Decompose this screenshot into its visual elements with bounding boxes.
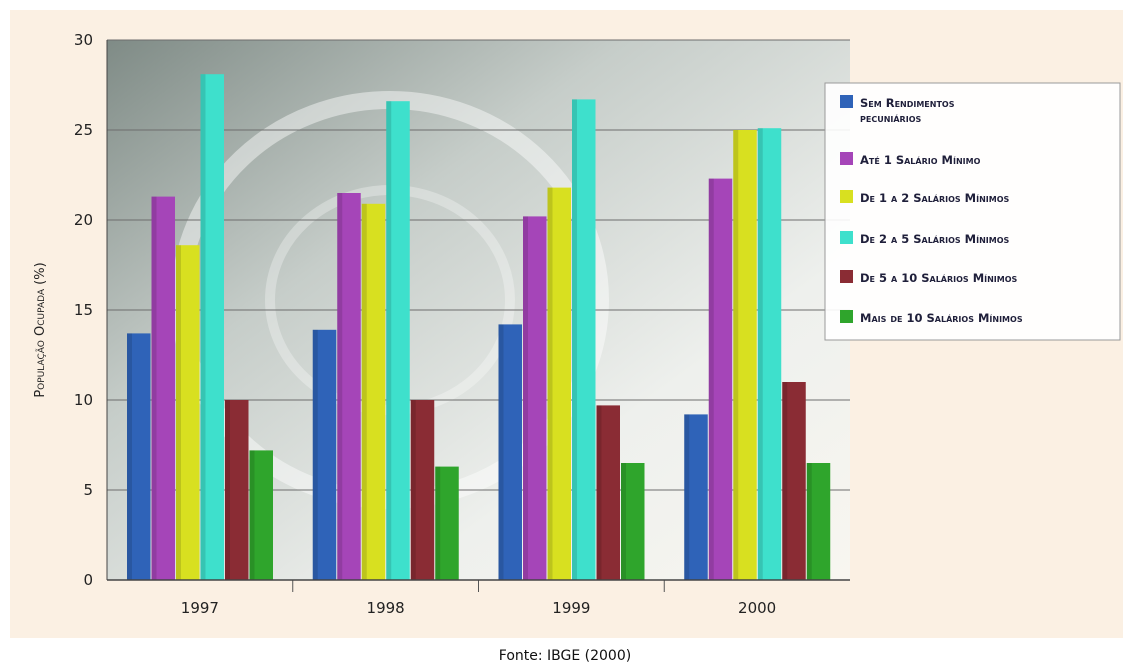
- x-tick-label: 1997: [181, 599, 219, 617]
- bars: [127, 74, 831, 581]
- bar: [249, 450, 273, 580]
- bar: [523, 216, 547, 580]
- bar: [337, 193, 361, 580]
- y-tick-label: 15: [74, 301, 93, 319]
- bar-shade: [733, 130, 739, 580]
- bar-shade: [176, 245, 181, 580]
- bar-shade: [806, 463, 812, 580]
- bar: [386, 101, 410, 580]
- bar: [757, 128, 782, 580]
- legend-swatch: [840, 152, 853, 165]
- bar-shade: [361, 203, 367, 581]
- bar: [596, 405, 620, 580]
- bar: [733, 130, 757, 580]
- legend-label: Mais de 10 Salários Mínimos: [860, 311, 1023, 325]
- bar-shade: [410, 400, 416, 580]
- bar-shade: [337, 193, 343, 580]
- legend-box: [824, 82, 1121, 341]
- y-tick-label: 30: [74, 31, 93, 49]
- y-tick-label: 10: [74, 391, 93, 409]
- bar: [806, 463, 831, 580]
- bar-shade: [621, 463, 626, 580]
- bar: [410, 400, 435, 580]
- legend-swatch: [840, 95, 853, 108]
- bar-shade: [782, 382, 788, 580]
- bar: [684, 414, 708, 580]
- bar-shade: [200, 74, 206, 580]
- source-caption: Fonte: IBGE (2000): [498, 648, 632, 664]
- legend-label: De 2 a 5 Salários Mínimos: [860, 232, 1010, 246]
- x-tick-label: 2000: [738, 599, 776, 617]
- bar: [225, 400, 249, 580]
- x-tick-label: 1998: [367, 599, 405, 617]
- bar-shade: [127, 333, 132, 580]
- bar-shade: [225, 400, 230, 580]
- legend-swatch: [840, 231, 853, 244]
- bar-shade: [572, 99, 577, 581]
- legend-label: Sem Rendimentos: [860, 96, 955, 110]
- bar-shade: [547, 187, 553, 580]
- bar: [782, 382, 806, 580]
- bar: [621, 463, 645, 580]
- legend-label: De 1 a 2 Salários Mínimos: [860, 191, 1010, 205]
- bar: [547, 187, 571, 580]
- bar: [361, 203, 386, 581]
- bar: [498, 324, 522, 580]
- legend-label: De 5 a 10 Salários Mínimos: [860, 271, 1018, 285]
- bar: [572, 99, 596, 581]
- bar-shade: [596, 405, 602, 580]
- y-tick-label: 25: [74, 121, 93, 139]
- legend-swatch: [840, 310, 853, 323]
- bar: [127, 333, 151, 580]
- bar: [200, 74, 224, 580]
- bar: [176, 245, 200, 580]
- legend-label: Até 1 Salário Mínimo: [860, 153, 981, 167]
- legend-swatch: [840, 270, 853, 283]
- bar-shade: [249, 450, 255, 580]
- y-tick-label: 0: [83, 571, 93, 589]
- bar: [151, 196, 175, 580]
- bar-shade: [523, 216, 528, 580]
- bar: [435, 466, 459, 580]
- bar-shade: [708, 178, 714, 580]
- bar-shade: [151, 196, 157, 580]
- y-tick-label: 5: [83, 481, 93, 499]
- legend-label: pecuniários: [860, 111, 921, 125]
- x-tick-label: 1999: [552, 599, 590, 617]
- bar: [708, 178, 733, 580]
- y-axis-label: População Ocupada (%): [33, 262, 48, 397]
- axes: 0 5 10 15 20 25 30 1997 1998 1999 2000: [74, 31, 850, 617]
- bar-shade: [498, 324, 504, 580]
- bar-shade: [386, 101, 392, 580]
- bar: [312, 329, 337, 580]
- bar-shade: [684, 414, 690, 580]
- bar-shade: [757, 128, 763, 580]
- bar-shade: [435, 466, 441, 580]
- y-tick-label: 20: [74, 211, 93, 229]
- bar-shade: [312, 329, 318, 580]
- legend-swatch: [840, 190, 853, 203]
